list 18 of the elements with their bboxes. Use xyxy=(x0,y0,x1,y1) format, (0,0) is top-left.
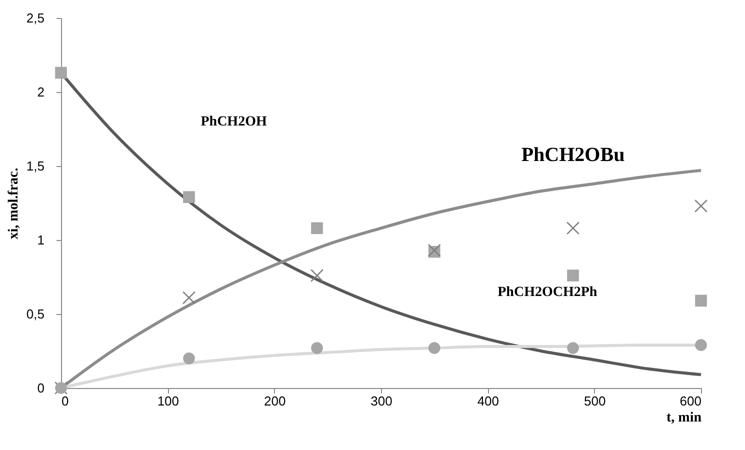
y-tick-label: 2 xyxy=(37,84,44,100)
x-tick-label: 400 xyxy=(477,394,500,408)
y-tick-label: 2,5 xyxy=(26,10,44,26)
x-axis-title: t, min xyxy=(666,410,702,426)
x-tick-label: 0 xyxy=(62,394,69,408)
x-tick-label: 300 xyxy=(370,394,392,408)
x-tick-label: 600 xyxy=(680,394,702,408)
y-tick-label: 0,5 xyxy=(26,306,44,322)
y-tick-label: 0 xyxy=(37,380,44,396)
x-tick-label: 100 xyxy=(157,394,180,408)
annotation: PhCH2OH xyxy=(200,114,267,130)
x-tick-label: 200 xyxy=(264,394,286,408)
y-tick-label: 1 xyxy=(37,232,44,248)
annotation: PhCH2OBu xyxy=(521,144,625,166)
y-axis-title: xi, mol.frac. xyxy=(6,168,22,240)
y-tick-label: 1,5 xyxy=(26,158,44,174)
annotation: PhCH2OCH2Ph xyxy=(498,284,598,300)
x-tick-label: 500 xyxy=(584,394,606,408)
